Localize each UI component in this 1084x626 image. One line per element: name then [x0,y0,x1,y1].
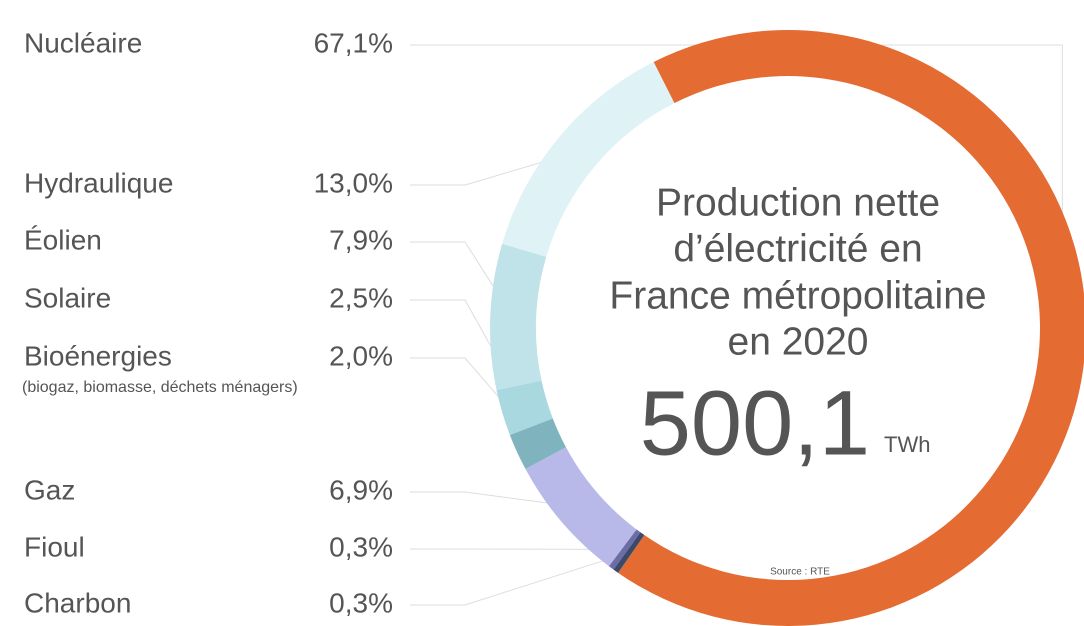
title-line: d’électricité en [673,227,922,270]
title-line: en 2020 [728,320,869,363]
category-label: Gaz [24,474,75,505]
leader-line [410,491,580,508]
category-label: Fioul [24,531,85,562]
donut-segment [613,532,645,573]
value-label: 67,1% [314,27,393,58]
value-label: 6,9% [329,474,393,505]
source: Source : RTE [770,567,830,578]
leader-line [410,551,630,606]
donut-segment [608,529,641,570]
unit: TWh [884,432,930,457]
value-label: 2,0% [329,340,393,371]
title-line: France métropolitaine [609,274,986,317]
donut-segment [525,447,637,567]
category-note: (biogaz, biomasse, déchets ménagers) [22,379,298,396]
category-label: Solaire [24,282,111,313]
category-label: Hydraulique [24,167,173,198]
title-line: Production nette [656,181,940,224]
value-label: 13,0% [314,167,393,198]
leader-line [410,151,577,186]
category-label: Nucléaire [24,27,142,58]
value-label: 7,9% [329,224,393,255]
category-label: Charbon [24,587,131,618]
value-label: 2,5% [329,282,393,313]
donut-segment [502,62,675,257]
value-label: 0,3% [329,531,393,562]
category-label: Éolien [24,224,102,255]
donut-segment [509,418,566,470]
donut-segment [618,30,1084,626]
donut-segment [490,243,547,391]
donut-segment [496,380,553,435]
category-label: Bioénergies [24,340,172,371]
value-label: 0,3% [329,587,393,618]
total: 500,1 [640,372,870,474]
